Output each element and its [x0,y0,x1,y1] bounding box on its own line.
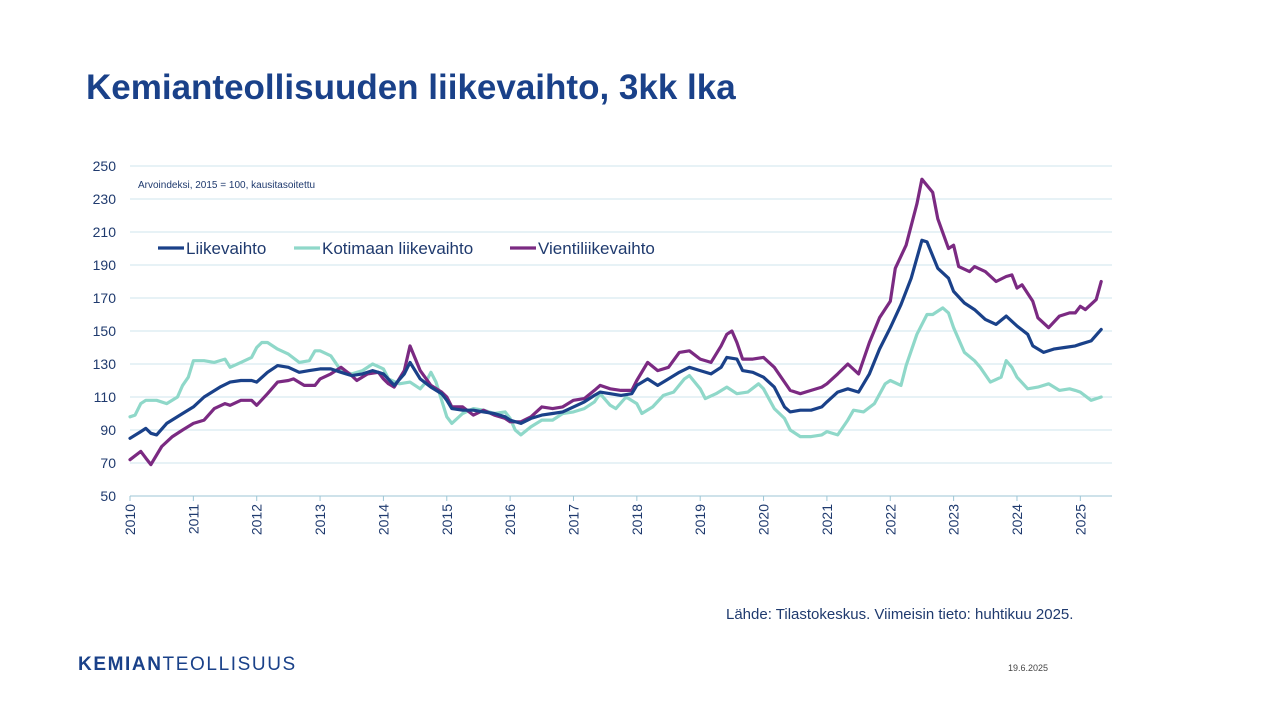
x-tick-label: 2014 [375,504,391,535]
x-tick-label: 2010 [122,504,138,535]
slide-title: Kemianteollisuuden liikevaihto, 3kk lka [86,68,736,107]
y-tick-label: 230 [93,191,117,207]
y-tick-label: 190 [93,257,117,273]
x-tick-label: 2012 [249,504,265,535]
y-tick-label: 50 [100,488,116,504]
slide-date: 19.6.2025 [1008,663,1049,673]
line-chart: 50 70 90 110 130 150 170 190 210 230 250 2010 2011 20… [93,158,1112,535]
x-tick-label: 2017 [565,504,581,535]
x-tick-label: 2024 [1009,504,1025,535]
chart-subtitle: Arvoindeksi, 2015 = 100, kausitasoitettu [138,180,315,191]
y-tick-label: 210 [93,224,117,240]
x-tick-label: 2025 [1072,504,1088,535]
series-line-2 [128,177,1103,467]
y-tick-label: 150 [93,323,117,339]
series-line-0 [128,238,1103,440]
x-tick-label: 2022 [882,504,898,535]
legend-label: Vientiliikevaihto [538,239,655,258]
x-tick-label: 2019 [692,504,708,535]
logo-bold-part: KEMIAN [78,654,163,675]
y-tick-label: 250 [93,158,117,174]
x-tick-label: 2015 [439,504,455,535]
x-tick-label: 2020 [756,504,772,535]
x-tick-label: 2013 [312,504,328,535]
x-tick-label: 2016 [502,504,518,535]
source-note: Lähde: Tilastokeskus. Viimeisin tieto: h… [726,606,1074,623]
series-line-1 [128,306,1103,439]
legend-label: Kotimaan liikevaihto [322,239,473,258]
x-tick-label: 2011 [185,504,201,534]
y-tick-label: 170 [93,290,117,306]
legend-label: Liikevaihto [186,239,266,258]
y-tick-label: 70 [100,455,116,471]
x-tick-label: 2021 [819,504,835,535]
y-tick-label: 130 [93,356,117,372]
company-logo: KEMIANTEOLLISUUS [78,654,297,676]
x-tick-label: 2023 [946,504,962,535]
logo-light-part: TEOLLISUUS [162,654,297,675]
x-tick-label: 2018 [629,504,645,535]
y-tick-label: 90 [100,422,116,438]
y-tick-label: 110 [94,389,117,405]
